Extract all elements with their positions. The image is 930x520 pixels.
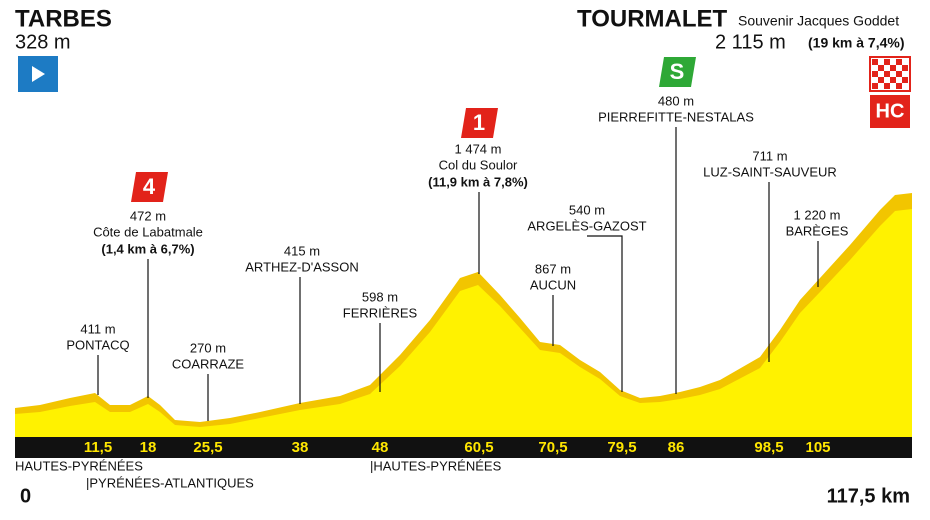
flag-square — [890, 65, 896, 71]
km-label: 86 — [668, 439, 685, 456]
hc-badge — [870, 95, 910, 128]
flag-square — [896, 71, 902, 77]
place-name: FERRIÈRES — [343, 305, 418, 320]
start-altitude: 328 m — [15, 31, 71, 53]
start-arrow — [32, 66, 45, 82]
start-distance: 0 — [20, 485, 31, 507]
km-label: 98,5 — [754, 439, 783, 456]
km-label: 38 — [292, 439, 309, 456]
climb-info: (1,4 km à 6,7%) — [101, 241, 194, 256]
flag-square — [872, 71, 878, 77]
climb-badge — [659, 57, 696, 87]
place-name: AUCUN — [530, 277, 576, 292]
place-name: ARTHEZ-D'ASSON — [245, 259, 358, 274]
altitude: 867 m — [535, 261, 571, 276]
flag-square — [872, 83, 878, 89]
hc-badge-label: HC — [876, 100, 905, 122]
finish-altitude: 2 115 m — [715, 31, 786, 53]
climb-badge-label: S — [670, 59, 685, 84]
start-name: TARBES — [15, 5, 112, 32]
flag-square — [896, 59, 902, 65]
flag-square — [878, 65, 884, 71]
climb-badge-label: 1 — [473, 110, 485, 135]
place-name: PONTACQ — [66, 337, 129, 352]
flag-square — [884, 83, 890, 89]
place-name: Col du Soulor — [439, 157, 518, 172]
climb-badge-label: 4 — [143, 174, 156, 199]
km-label: 70,5 — [538, 439, 567, 456]
altitude: 480 m — [658, 93, 694, 108]
flag-square — [884, 59, 890, 65]
flag-square — [902, 77, 908, 83]
climb-badge — [461, 108, 498, 138]
flag-square — [878, 77, 884, 83]
region: |HAUTES-PYRÉNÉES — [370, 458, 502, 473]
flag-square — [896, 83, 902, 89]
finish-subtitle: Souvenir Jacques Goddet — [738, 13, 899, 29]
km-label: 25,5 — [193, 439, 222, 456]
climb-info: (11,9 km à 7,8%) — [428, 174, 528, 189]
km-label: 105 — [805, 439, 830, 456]
flag-square — [890, 77, 896, 83]
finish-distance: 117,5 km — [827, 485, 910, 507]
climb-badge — [131, 172, 168, 202]
place-name: Côte de Labatmale — [93, 224, 203, 239]
flag-square — [884, 71, 890, 77]
altitude: 411 m — [80, 321, 115, 336]
profile — [15, 209, 912, 437]
km-label: 11,5 — [84, 439, 112, 456]
place-name: LUZ-SAINT-SAUVEUR — [703, 164, 837, 179]
altitude: 540 m — [569, 202, 605, 217]
altitude: 711 m — [752, 148, 787, 163]
place-name: ARGELÈS-GAZOST — [527, 218, 646, 233]
altitude: 1 474 m — [455, 141, 502, 156]
place-name: COARRAZE — [172, 356, 245, 371]
altitude: 598 m — [362, 289, 398, 304]
place-name: PIERREFITTE-NESTALAS — [598, 109, 754, 124]
finish-flag — [869, 56, 911, 92]
pole — [587, 235, 623, 392]
flag-square — [872, 59, 878, 65]
km-label: 60,5 — [464, 439, 493, 456]
altitude: 1 220 m — [794, 207, 841, 222]
finish-name: TOURMALET — [577, 5, 728, 32]
finish-climb: (19 km à 7,4%) — [808, 35, 905, 51]
altitude: 270 m — [190, 340, 226, 355]
flag-square — [902, 65, 908, 71]
km-bar — [15, 437, 912, 458]
place-name: BARÈGES — [786, 223, 849, 238]
km-label: 48 — [372, 439, 389, 456]
km-label: 79,5 — [607, 439, 636, 456]
region: HAUTES-PYRÉNÉES — [15, 458, 143, 473]
region: |PYRÉNÉES-ATLANTIQUES — [86, 475, 254, 490]
km-label: 18 — [140, 439, 157, 456]
altitude: 415 m — [284, 243, 320, 258]
altitude: 472 m — [130, 208, 166, 223]
